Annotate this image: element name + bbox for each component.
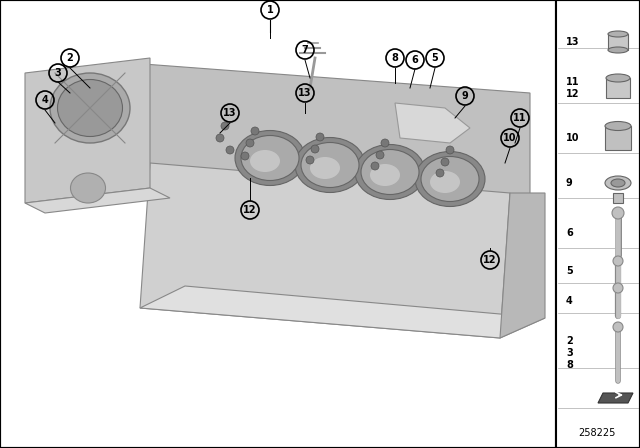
Circle shape [226,146,234,154]
Circle shape [371,162,379,170]
Text: 10: 10 [566,133,579,143]
Ellipse shape [235,130,305,185]
Circle shape [612,207,624,219]
Polygon shape [140,163,510,338]
Circle shape [446,146,454,154]
Ellipse shape [355,145,425,199]
Circle shape [613,283,623,293]
Polygon shape [25,58,150,203]
Ellipse shape [415,151,485,207]
Ellipse shape [70,173,106,203]
Ellipse shape [361,150,419,194]
Polygon shape [130,63,530,198]
Ellipse shape [295,138,365,193]
Text: 12: 12 [483,255,497,265]
Ellipse shape [250,150,280,172]
Circle shape [246,139,254,147]
Text: 258225: 258225 [579,428,616,438]
Circle shape [241,152,249,160]
Text: 9: 9 [461,91,468,101]
Ellipse shape [606,74,630,82]
Polygon shape [598,393,633,403]
Text: 5: 5 [431,53,438,63]
Text: 2: 2 [67,53,74,63]
Ellipse shape [421,156,479,202]
Circle shape [216,134,224,142]
Polygon shape [140,286,545,338]
Text: 3: 3 [54,68,61,78]
Ellipse shape [50,73,130,143]
Circle shape [613,256,623,266]
Ellipse shape [608,47,628,53]
Bar [605,126,631,150]
Bar [606,78,630,98]
Text: 4: 4 [42,95,49,105]
Text: 6: 6 [566,228,573,238]
Circle shape [441,158,449,166]
Polygon shape [25,188,170,213]
Circle shape [311,145,319,153]
Bar [608,34,628,50]
Text: 6: 6 [412,55,419,65]
Ellipse shape [430,171,460,193]
Text: 8: 8 [392,53,399,63]
Bar [556,0,640,448]
Text: 5: 5 [566,266,573,276]
Text: 4: 4 [566,296,573,306]
Text: 13: 13 [298,88,312,98]
Circle shape [251,127,259,135]
Circle shape [381,139,389,147]
Circle shape [306,156,314,164]
Bar [613,193,623,203]
Circle shape [221,122,229,130]
Text: 9: 9 [566,178,573,188]
Ellipse shape [370,164,400,186]
Ellipse shape [301,142,359,188]
Text: 13: 13 [566,37,579,47]
Text: 11: 11 [513,113,527,123]
Ellipse shape [58,79,122,137]
Text: 2
3
8: 2 3 8 [566,336,573,370]
Polygon shape [395,103,470,143]
Ellipse shape [241,135,299,181]
Text: 1: 1 [267,5,273,15]
Text: 12: 12 [243,205,257,215]
Ellipse shape [608,31,628,37]
Ellipse shape [605,121,631,130]
Text: 13: 13 [223,108,237,118]
Ellipse shape [605,176,631,190]
Text: 11
12: 11 12 [566,77,579,99]
Circle shape [376,151,384,159]
Ellipse shape [611,179,625,187]
Circle shape [613,322,623,332]
Ellipse shape [310,157,340,179]
Text: 10: 10 [503,133,516,143]
Text: 7: 7 [301,45,308,55]
Circle shape [436,169,444,177]
Circle shape [316,133,324,141]
Bar [0,0,556,448]
Polygon shape [500,193,545,338]
